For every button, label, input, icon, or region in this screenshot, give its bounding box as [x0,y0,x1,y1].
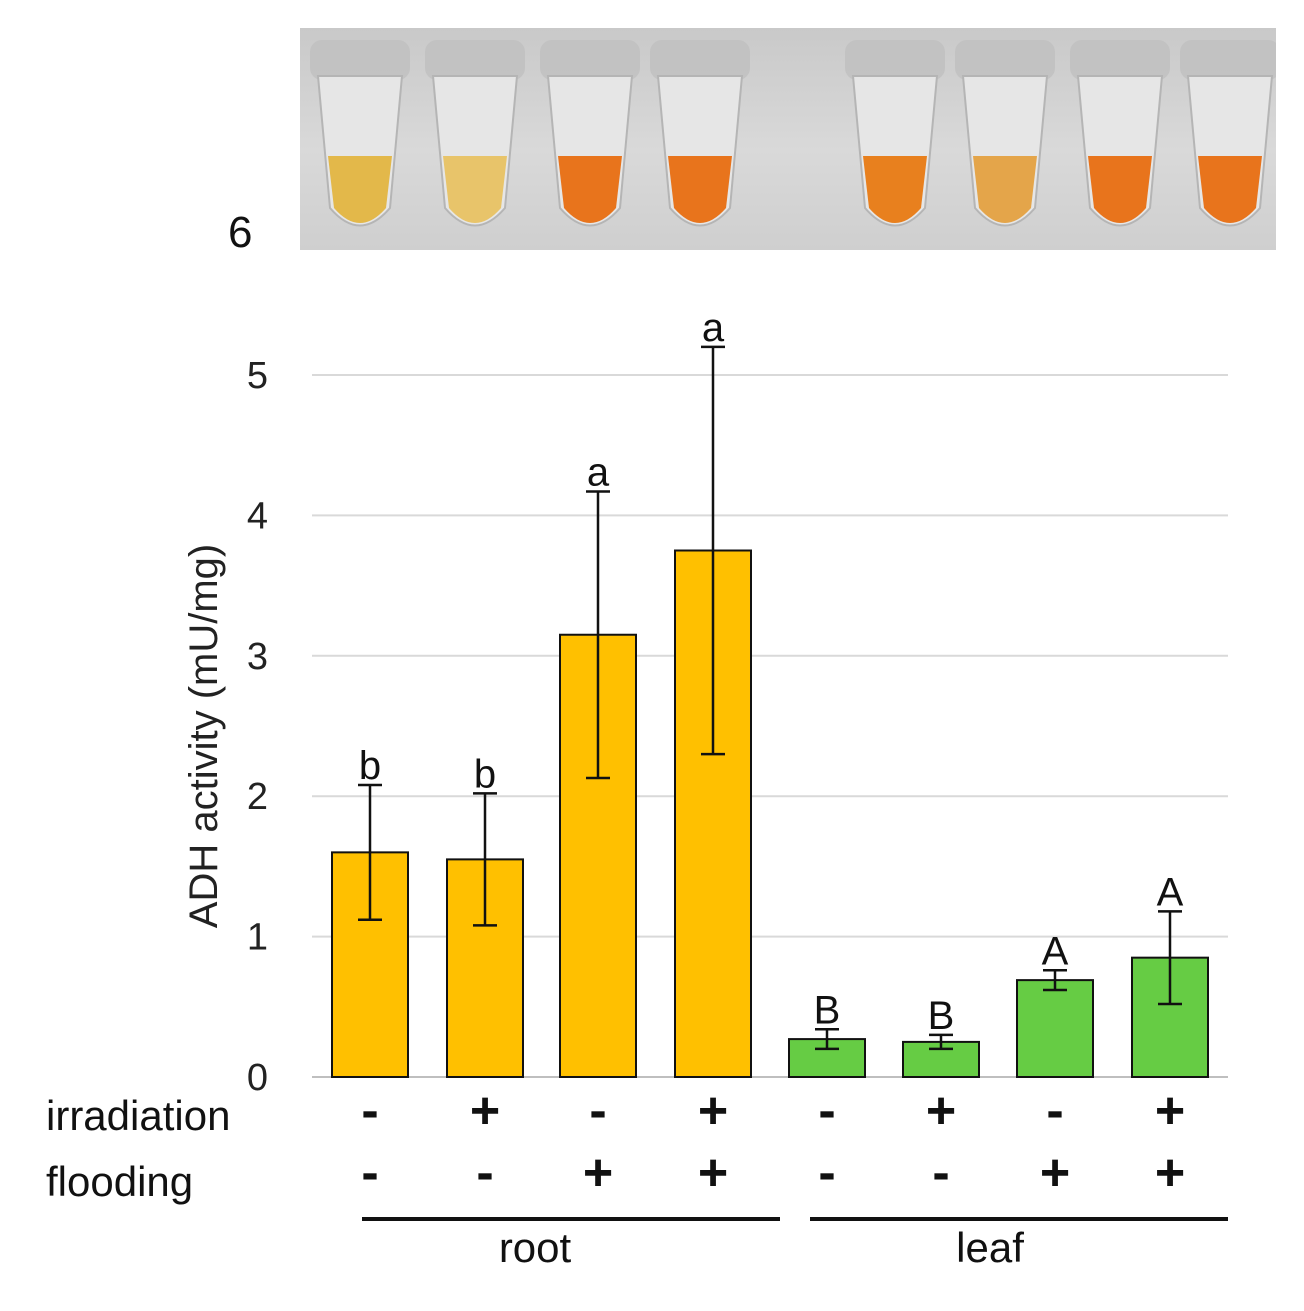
flooding-symbol: - [476,1144,493,1202]
tube-cap [1180,40,1276,80]
irradiation-symbol: - [589,1082,606,1140]
flooding-label: flooding [46,1158,193,1205]
significance-letter: b [359,744,381,788]
y-axis-label: ADH activity (mU/mg) [182,544,226,928]
tube-sample [328,156,392,223]
tube-cap [310,40,410,80]
irradiation-symbol: + [1155,1082,1185,1140]
tube-sample [558,156,622,223]
tube-sample [443,156,507,223]
irradiation-symbol: + [698,1082,728,1140]
irradiation-symbol: - [1046,1082,1063,1140]
tube-cap [845,40,945,80]
significance-letter: b [474,752,496,796]
irradiation-label: irradiation [46,1092,230,1139]
tube-sample [1088,156,1152,223]
tube-cap [1070,40,1170,80]
irradiation-symbol: - [361,1082,378,1140]
tube-sample [863,156,927,223]
group-label-leaf: leaf [956,1224,1024,1271]
flooding-symbol: + [583,1144,613,1202]
significance-letter: B [928,994,955,1038]
y-tick-label: 0 [247,1057,268,1099]
y-tick-label: 2 [247,776,268,818]
flooding-symbol: - [932,1144,949,1202]
tube-cap [425,40,525,80]
tube-cap [955,40,1055,80]
sample-tubes-photo [300,28,1276,250]
tube-sample [1198,156,1262,223]
significance-letter: A [1042,929,1069,973]
tube-cap [650,40,750,80]
y-tick-label: 3 [247,636,268,678]
irradiation-symbol: - [818,1082,835,1140]
group-label-root: root [499,1224,572,1271]
irradiation-symbol: + [470,1082,500,1140]
flooding-symbol: + [1155,1144,1185,1202]
y-tick-label: 5 [247,355,268,397]
flooding-symbol: - [361,1144,378,1202]
irradiation-symbol: + [926,1082,956,1140]
tube-cap [540,40,640,80]
y-tick-label: 1 [247,917,268,959]
tube-sample [668,156,732,223]
tube-sample [973,156,1037,223]
flooding-symbol: + [698,1144,728,1202]
significance-letter: a [702,306,725,350]
y-tick-label: 4 [247,495,268,537]
significance-letter: A [1157,870,1184,914]
flooding-symbol: - [818,1144,835,1202]
bar [1016,979,1094,1079]
significance-letter: a [587,451,610,495]
panel-label: 6 [228,208,253,257]
flooding-symbol: + [1040,1144,1070,1202]
significance-letter: B [814,988,841,1032]
